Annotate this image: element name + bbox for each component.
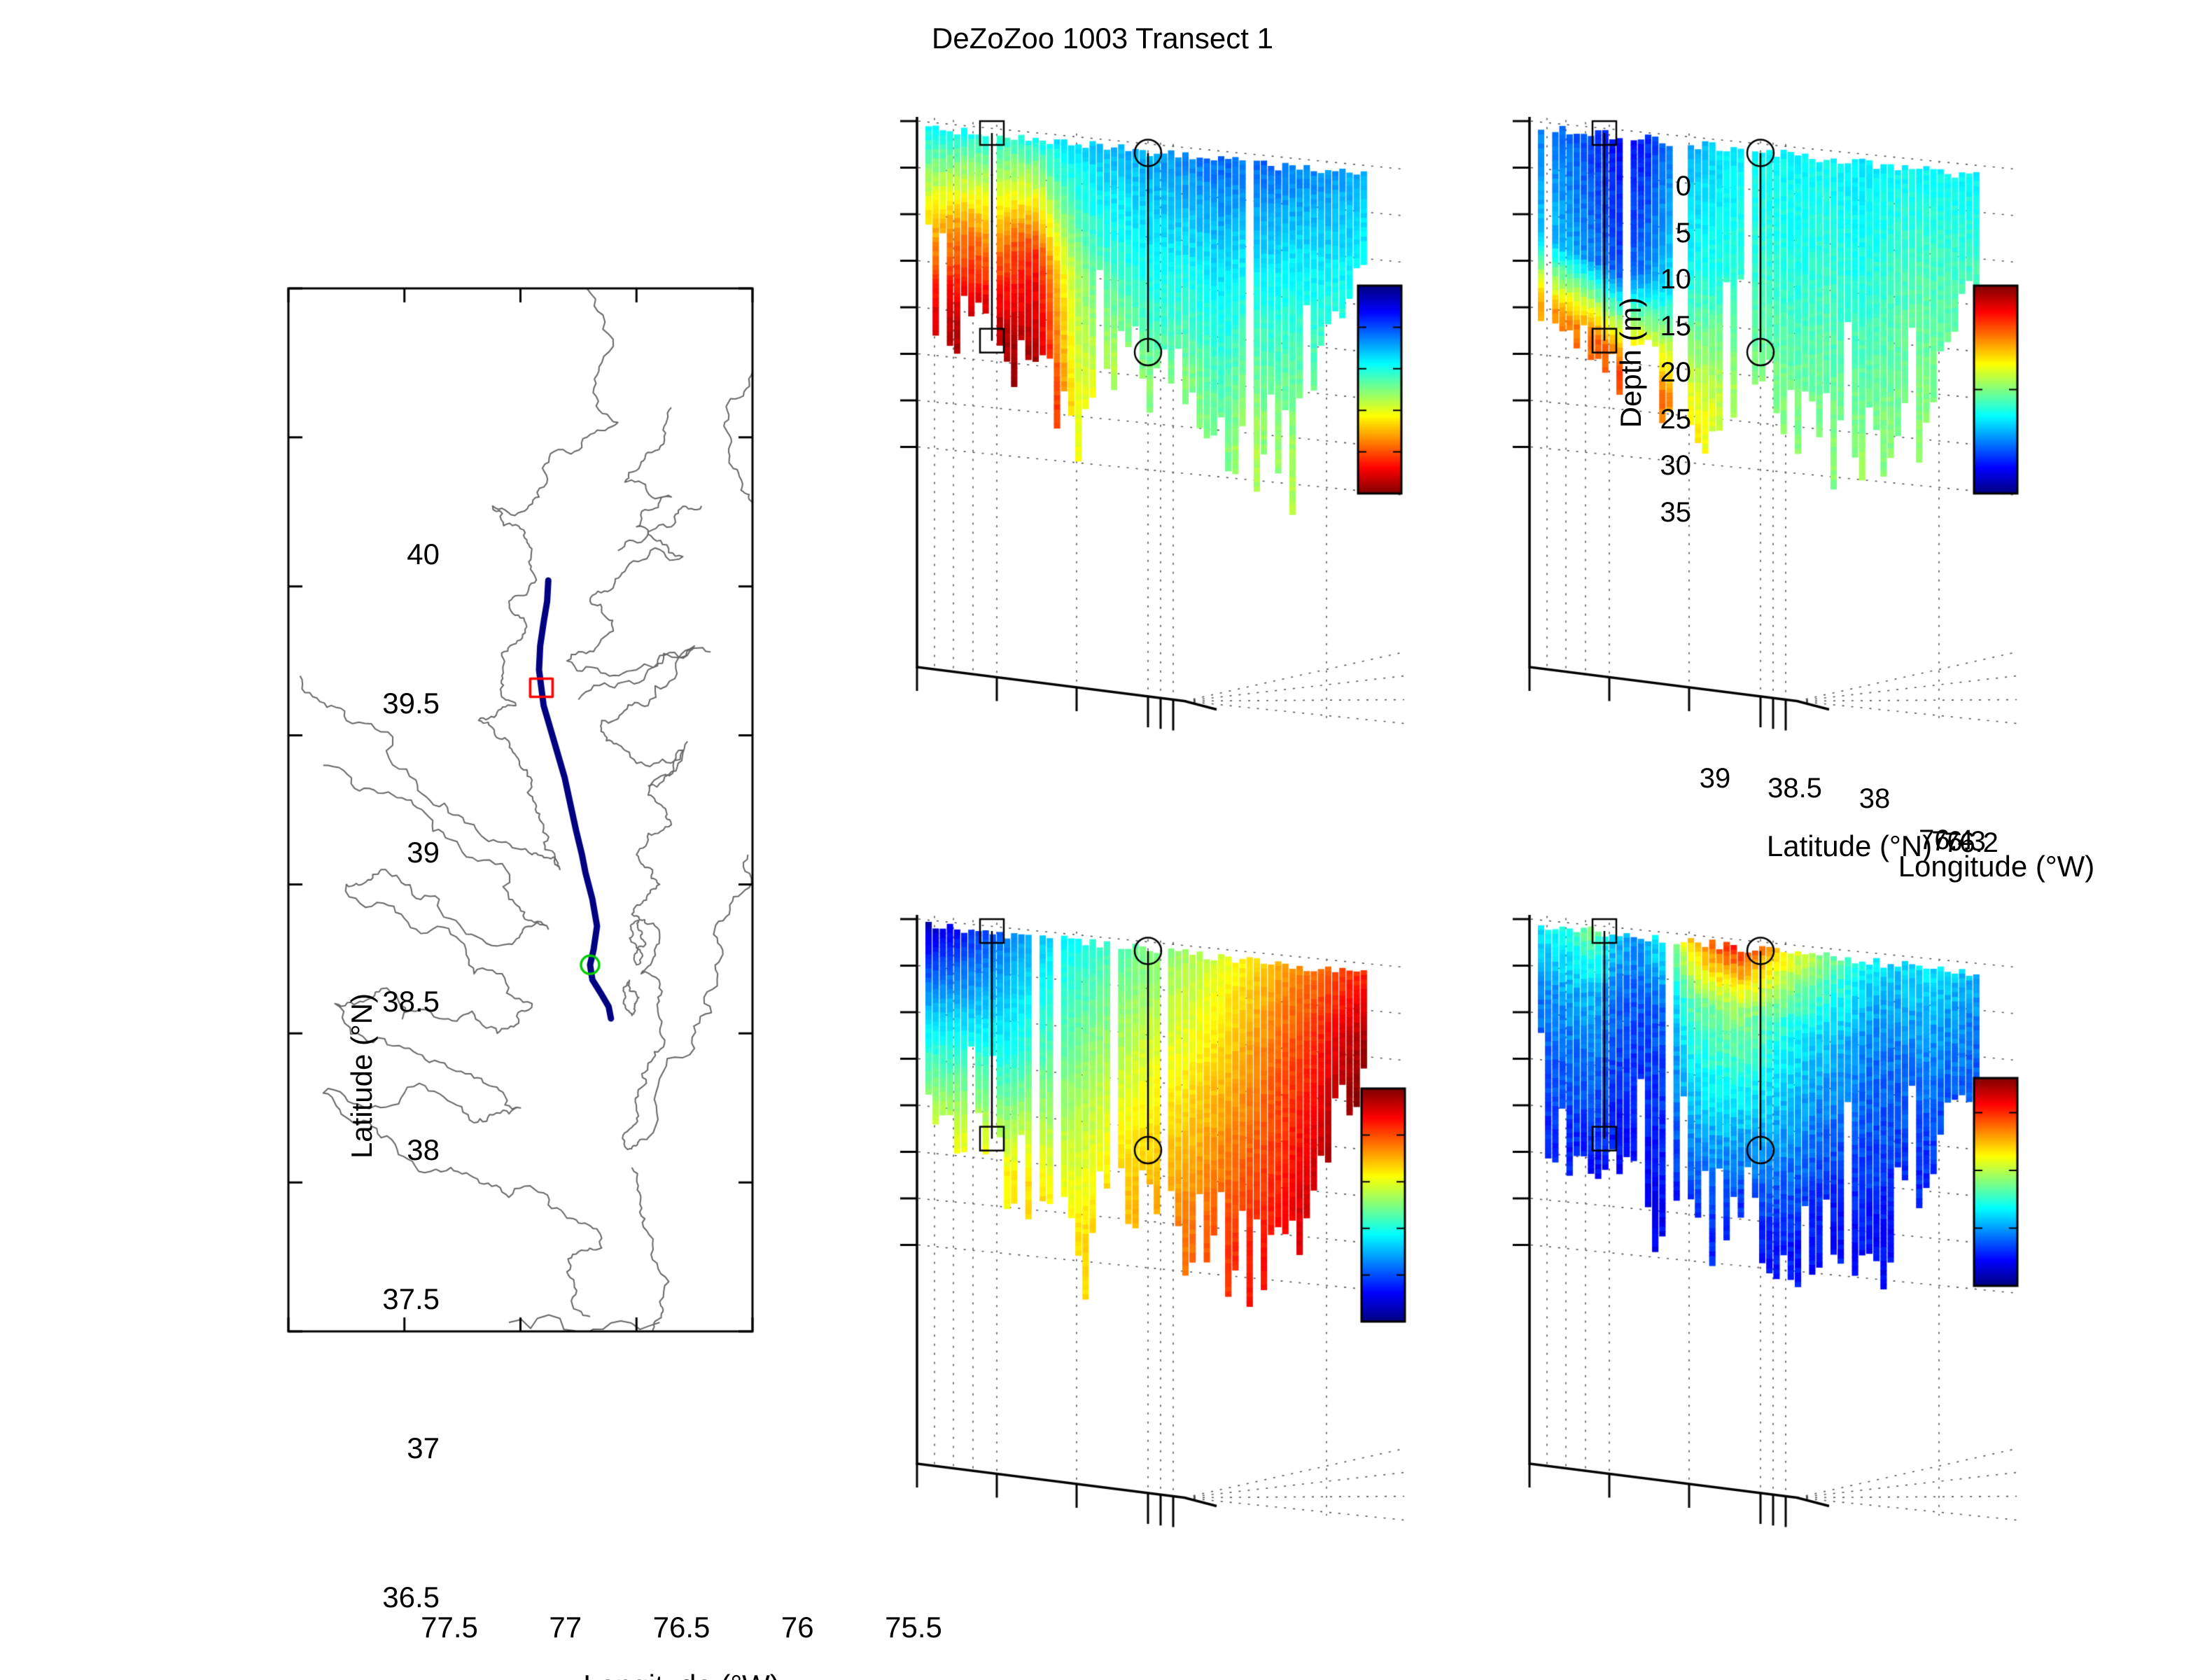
figure-title: DeZoZoo 1003 Transect 1 xyxy=(932,22,1273,55)
